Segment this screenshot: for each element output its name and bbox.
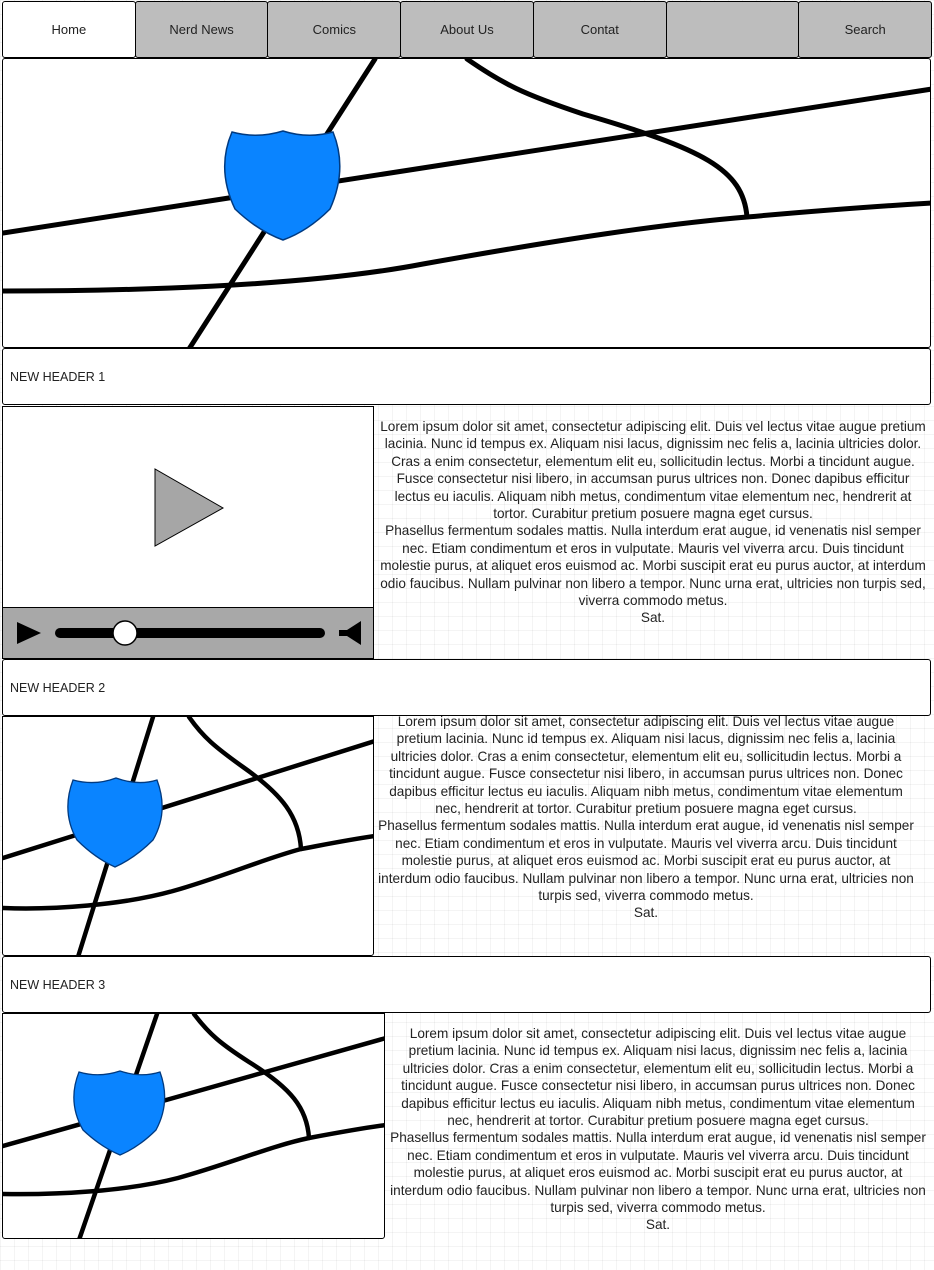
section-header-1: NEW HEADER 1 bbox=[2, 348, 931, 405]
play-large-icon[interactable] bbox=[3, 407, 374, 607]
section-3-paragraph-3: Sat. bbox=[645, 1217, 671, 1233]
shield-icon bbox=[224, 130, 341, 241]
section-1-text: Lorem ipsum dolor sit amet, consectetur … bbox=[377, 418, 929, 627]
section-3-text: Lorem ipsum dolor sit amet, consectetur … bbox=[388, 1025, 928, 1234]
map-icon bbox=[3, 717, 373, 955]
section-3-paragraph-1: Lorem ipsum dolor sit amet, consectetur … bbox=[401, 1026, 915, 1129]
section-title-3: NEW HEADER 3 bbox=[10, 977, 106, 992]
section-title-2: NEW HEADER 2 bbox=[10, 680, 106, 695]
hero-map-image bbox=[2, 58, 931, 348]
tab-nerd-news[interactable]: Nerd News bbox=[134, 1, 269, 58]
map-icon bbox=[3, 1014, 384, 1238]
tab-about-us[interactable]: About Us bbox=[400, 1, 534, 58]
section-2-paragraph-1: Lorem ipsum dolor sit amet, consectetur … bbox=[389, 714, 903, 817]
tab-empty[interactable] bbox=[665, 1, 800, 58]
section-1-paragraph-1: Lorem ipsum dolor sit amet, consectetur … bbox=[380, 419, 926, 522]
play-icon bbox=[17, 622, 41, 644]
top-navigation: Home Nerd News Comics About Us Contat Se… bbox=[2, 1, 933, 58]
tab-search[interactable]: Search bbox=[798, 1, 933, 58]
section-3-paragraph-2: Phasellus fermentum sodales mattis. Null… bbox=[390, 1130, 926, 1216]
section-3-map-image bbox=[2, 1013, 385, 1239]
section-title-1: NEW HEADER 1 bbox=[10, 369, 106, 384]
section-1-paragraph-2: Phasellus fermentum sodales mattis. Null… bbox=[380, 523, 926, 609]
section-1-paragraph-3: Sat. bbox=[640, 610, 666, 626]
shield-icon bbox=[73, 1070, 166, 1156]
section-header-2: NEW HEADER 2 bbox=[2, 659, 931, 716]
section-2-map-image bbox=[2, 716, 374, 956]
tab-home[interactable]: Home bbox=[2, 1, 136, 58]
speaker-icon bbox=[339, 621, 361, 645]
section-2-paragraph-2: Phasellus fermentum sodales mattis. Null… bbox=[378, 818, 914, 904]
section-2-text: Lorem ipsum dolor sit amet, consectetur … bbox=[377, 713, 915, 922]
section-2-paragraph-3: Sat. bbox=[633, 905, 659, 921]
seek-track bbox=[55, 628, 325, 638]
video-player[interactable] bbox=[2, 406, 374, 659]
video-controls bbox=[3, 607, 373, 658]
shield-icon bbox=[67, 777, 163, 868]
tab-comics[interactable]: Comics bbox=[267, 1, 402, 58]
tab-contact[interactable]: Contat bbox=[532, 1, 667, 58]
section-header-3: NEW HEADER 3 bbox=[2, 956, 931, 1013]
seek-handle bbox=[112, 620, 138, 646]
map-icon bbox=[3, 59, 930, 347]
